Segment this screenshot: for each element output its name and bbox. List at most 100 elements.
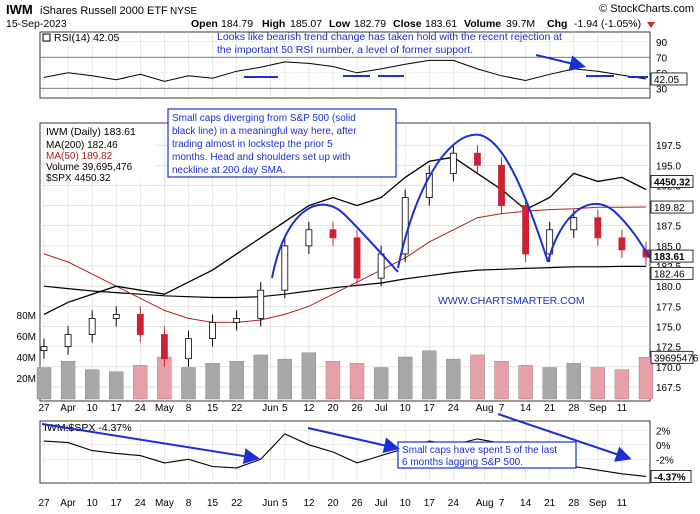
svg-text:-1.94 (-1.05%): -1.94 (-1.05%) bbox=[574, 18, 641, 30]
candle-body bbox=[160, 334, 168, 360]
rsi-y-tick: 30 bbox=[656, 84, 668, 95]
svg-text:182.79: 182.79 bbox=[354, 18, 386, 30]
svg-text:High: High bbox=[262, 18, 285, 30]
grid-lines bbox=[40, 32, 650, 483]
volume-bar bbox=[373, 367, 389, 400]
volume-tick: 20M bbox=[17, 374, 36, 385]
x-tick-label: Jun bbox=[262, 403, 278, 414]
candle-body bbox=[522, 205, 529, 255]
candle-body bbox=[474, 152, 481, 166]
volume-bar bbox=[470, 354, 485, 400]
copyright-label: © StockCharts.com bbox=[599, 3, 694, 15]
x-tick-label: 15 bbox=[207, 403, 219, 414]
x-tick-label: 24 bbox=[448, 498, 460, 509]
price-y-tick: 187.5 bbox=[656, 222, 681, 233]
x-tick-label: 28 bbox=[568, 498, 580, 509]
x-tick-label: Aug bbox=[476, 403, 494, 414]
candle-body bbox=[498, 164, 505, 206]
x-tick-label: 27 bbox=[38, 498, 50, 509]
spx-last-badge bbox=[650, 175, 694, 188]
x-tick-label: 12 bbox=[303, 403, 315, 414]
ratio-annotation-box bbox=[397, 441, 577, 469]
volume-bars bbox=[36, 350, 654, 400]
candle-body bbox=[112, 313, 120, 319]
price-y-tick: 172.5 bbox=[656, 343, 681, 354]
candle-body bbox=[353, 237, 361, 279]
legend-ma50: MA(50) 189.82 bbox=[46, 151, 113, 162]
volume-tick: 40M bbox=[17, 353, 36, 364]
x-tick-label: 14 bbox=[520, 498, 532, 509]
ratio-trend-arrow-3 bbox=[497, 413, 632, 462]
series-spx bbox=[43, 156, 647, 315]
x-tick-label: 21 bbox=[544, 498, 556, 509]
volume-bar bbox=[349, 363, 365, 400]
x-tick-label: 11 bbox=[617, 403, 628, 414]
svg-text:184.79: 184.79 bbox=[221, 18, 253, 30]
x-tick-label: 8 bbox=[186, 403, 192, 414]
hs-left-shoulder-arc bbox=[271, 203, 399, 279]
volume-bar bbox=[325, 361, 341, 400]
close-last-badge-text: 183.61 bbox=[654, 252, 685, 263]
x-tick-label: Jul bbox=[375, 403, 388, 414]
ma50-last-badge-text: 189.82 bbox=[654, 203, 685, 214]
x-tick-label: 22 bbox=[231, 403, 243, 414]
x-tick-label: 17 bbox=[111, 498, 123, 509]
candle-body bbox=[425, 172, 433, 198]
price-y-tick: 195.0 bbox=[656, 161, 681, 172]
price-y-tick: 175.0 bbox=[656, 322, 681, 333]
svg-text:Open: Open bbox=[191, 18, 218, 30]
x-tick-label: 10 bbox=[400, 403, 412, 414]
x-tick-label: 10 bbox=[87, 498, 99, 509]
x-tick-label: 8 bbox=[186, 498, 192, 509]
hs-right-shoulder-arc bbox=[547, 202, 651, 263]
volume-bar bbox=[446, 358, 461, 400]
x-tick-label: 10 bbox=[87, 403, 99, 414]
price-annotation: Small caps diverging from S&P 500 (solid… bbox=[172, 113, 359, 176]
ratio-trend-arrow-1 bbox=[41, 423, 260, 465]
candle-body bbox=[618, 237, 626, 251]
volume-bar bbox=[301, 352, 317, 400]
series-lines bbox=[40, 59, 650, 477]
x-tick-label: 15 bbox=[207, 498, 219, 509]
ratio-annotation: Small caps have spent 5 of the last 6 mo… bbox=[402, 445, 560, 468]
ratio-trend-arrow-2 bbox=[307, 427, 400, 454]
rsi-last-value: 42.05 bbox=[654, 75, 679, 86]
x-tick-label: 20 bbox=[327, 498, 339, 509]
x-tick-label: Jul bbox=[375, 498, 388, 509]
x-tick-label: 14 bbox=[520, 403, 532, 414]
x-tick-label: 17 bbox=[424, 498, 436, 509]
candle-body bbox=[64, 334, 72, 348]
ratio-last-badge bbox=[650, 470, 692, 483]
rsi-legend-swatch bbox=[42, 33, 51, 42]
candle-body bbox=[305, 229, 313, 247]
annotation-drawings bbox=[41, 54, 651, 465]
volume-bar bbox=[133, 365, 148, 400]
volume-bar bbox=[277, 358, 292, 400]
volume-bar bbox=[614, 369, 630, 400]
down-arrow-icon bbox=[647, 22, 655, 28]
legend-iwm: IWM (Daily) 183.61 bbox=[46, 126, 136, 138]
candle-body bbox=[233, 318, 241, 323]
svg-text:Low: Low bbox=[329, 18, 351, 30]
volume-bar bbox=[518, 365, 533, 400]
rsi-legend: RSI(14) 42.05 bbox=[54, 32, 120, 44]
rsi-trend-arrow bbox=[535, 54, 586, 71]
x-tick-label: 20 bbox=[327, 403, 339, 414]
rsi-y-tick: 70 bbox=[656, 53, 668, 64]
symbol-label: IWM bbox=[6, 2, 33, 17]
price-y-tick: 170.0 bbox=[656, 363, 681, 374]
x-tick-label: 24 bbox=[135, 498, 147, 509]
ratio-y-tick: -2% bbox=[656, 455, 674, 466]
price-y-tick: 167.5 bbox=[656, 383, 681, 394]
x-tick-label: Apr bbox=[60, 498, 76, 509]
svg-text:185.07: 185.07 bbox=[290, 18, 322, 30]
volume-last-badge bbox=[650, 350, 694, 364]
rsi-annotation: Looks like bearish trend change has take… bbox=[217, 31, 565, 56]
candle-body bbox=[257, 289, 265, 319]
svg-text:183.61: 183.61 bbox=[425, 18, 457, 30]
volume-bar bbox=[590, 367, 605, 400]
ratio-panel bbox=[39, 420, 651, 484]
close-last-badge bbox=[650, 249, 694, 263]
